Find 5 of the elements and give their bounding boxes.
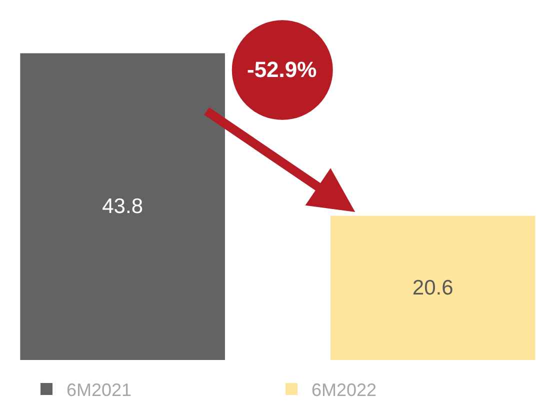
data-label: 43.8	[102, 195, 144, 218]
legend-label: 6M2022	[312, 380, 377, 400]
legend-label: 6M2021	[66, 380, 132, 400]
data-label: 20.6	[412, 276, 454, 300]
annotation: -52.9%	[247, 57, 317, 82]
